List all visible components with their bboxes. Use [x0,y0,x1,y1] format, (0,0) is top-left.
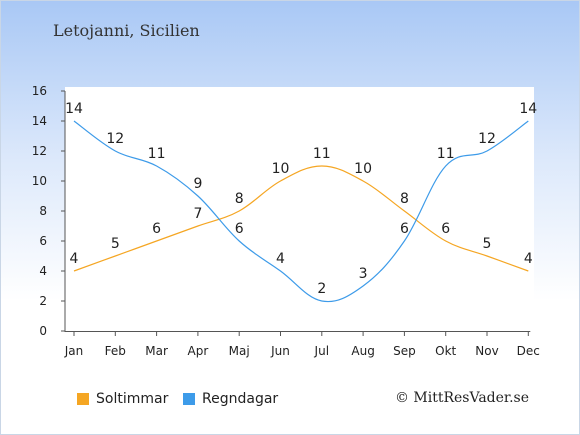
data-label-regndagar: 11 [148,146,166,162]
legend-item-regndagar: Regndagar [183,390,278,408]
y-tick-label: 16 [32,84,47,98]
x-tick-label: Okt [435,344,456,358]
series-line-soltimmar [73,165,529,272]
y-tick-label: 2 [39,294,47,308]
chart-title: Letojanni, Sicilien [53,21,200,40]
data-label-regndagar: 3 [359,266,368,282]
data-label-soltimmar: 8 [400,191,409,207]
data-label-regndagar: 6 [400,221,409,237]
data-label-soltimmar: 11 [313,146,331,162]
data-label-soltimmar: 6 [152,221,161,237]
legend-swatch-soltimmar [77,393,89,405]
data-label-soltimmar: 10 [354,161,372,177]
y-tick-label: 8 [39,204,47,218]
legend-label-regndagar: Regndagar [202,391,279,407]
data-label-regndagar: 14 [519,101,537,117]
data-label-soltimmar: 8 [235,191,244,207]
plot-area [65,87,534,337]
series-line-regndagar [73,120,529,303]
data-label-soltimmar: 6 [441,221,450,237]
data-label-soltimmar: 10 [272,161,290,177]
data-label-soltimmar: 4 [70,251,79,267]
x-tick-label: Mar [145,344,168,358]
data-label-regndagar: 12 [478,131,496,147]
y-tick-label: 12 [32,144,47,158]
legend-item-soltimmar: Soltimmar [77,390,168,408]
data-label-regndagar: 14 [65,101,83,117]
x-tick-label: Dec [517,344,540,358]
legend-swatch-regndagar [183,393,195,405]
x-tick-label: Jul [314,344,329,358]
data-label-regndagar: 11 [437,146,455,162]
y-tick-label: 0 [39,324,47,338]
credit-text: © MittResVader.se [394,390,529,406]
y-tick-label: 4 [39,264,47,278]
y-tick-label: 10 [32,174,47,188]
y-tick-label: 14 [32,114,47,128]
x-tick-label: Feb [105,344,126,358]
data-label-regndagar: 12 [106,131,124,147]
data-label-soltimmar: 4 [524,251,533,267]
data-label-regndagar: 9 [193,176,202,192]
data-label-regndagar: 6 [235,221,244,237]
data-label-regndagar: 2 [317,281,326,297]
data-label-soltimmar: 7 [193,206,202,222]
data-label-regndagar: 4 [276,251,285,267]
x-tick-label: Sep [393,344,416,358]
legend-label-soltimmar: Soltimmar [96,391,169,407]
x-tick-label: Apr [188,344,209,358]
x-tick-label: Aug [351,344,374,358]
x-tick-label: Nov [475,344,498,358]
y-tick-label: 6 [39,234,47,248]
data-label-soltimmar: 5 [111,236,120,252]
chart-plot: 0 2 4 6 8 10 12 14 16 Jan Feb Mar Apr Maj Jun Jul Aug Sep… [32,84,540,358]
x-tick-label: Jan [64,344,84,358]
x-tick-label: Jun [270,344,290,358]
x-tick-label: Maj [229,344,250,358]
data-label-soltimmar: 5 [483,236,492,252]
